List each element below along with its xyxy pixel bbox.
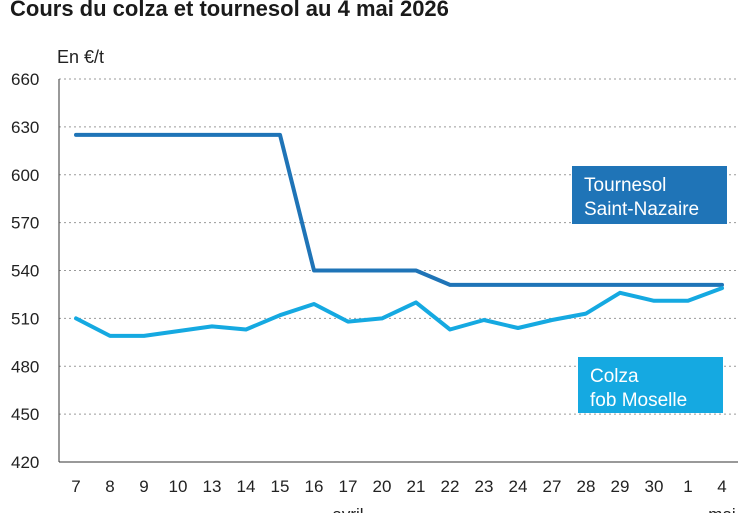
x-tick-label: 7 — [71, 477, 80, 496]
x-tick-label: 24 — [509, 477, 528, 496]
series-label-text: fob Moselle — [590, 390, 687, 411]
y-tick-labels: 420 450 480 510 540 570 600 630 660 — [11, 70, 39, 472]
x-tick-label: 14 — [237, 477, 256, 496]
series-lines — [74, 132, 724, 338]
series-label-box — [572, 166, 727, 224]
x-tick-label: 22 — [441, 477, 460, 496]
series-label-box — [578, 357, 723, 413]
series-line-tournesol — [74, 132, 724, 287]
x-tick-labels: 7 8 9 10 13 14 15 16 17 20 21 22 23 24 27 28 29 30 1 4 — [71, 477, 726, 496]
y-tick-label: 540 — [11, 262, 39, 281]
month-label: avril — [332, 505, 363, 513]
y-tick-label: 570 — [11, 214, 39, 233]
y-tick-label: 630 — [11, 118, 39, 137]
y-tick-label: 480 — [11, 357, 39, 376]
x-tick-label: 27 — [543, 477, 562, 496]
y-tick-label: 600 — [11, 166, 39, 185]
series-label-text: Tournesol — [584, 175, 666, 196]
x-tick-label: 13 — [203, 477, 222, 496]
x-tick-label: 10 — [169, 477, 188, 496]
y-tick-label: 420 — [11, 453, 39, 472]
series-label-text: Colza — [590, 366, 639, 387]
x-tick-label: 29 — [611, 477, 630, 496]
x-tick-label: 20 — [373, 477, 392, 496]
chart-title: Cours du colza et tournesol au 4 mai 202… — [10, 0, 449, 21]
x-tick-label: 15 — [271, 477, 290, 496]
x-tick-label: 16 — [305, 477, 324, 496]
x-tick-label: 1 — [683, 477, 692, 496]
y-axis-unit-label: En €/t — [57, 47, 104, 67]
y-tick-label: 660 — [11, 70, 39, 89]
x-tick-label: 30 — [645, 477, 664, 496]
month-label: mai — [708, 505, 735, 513]
x-tick-label: 17 — [339, 477, 358, 496]
series-line-colza — [74, 286, 724, 338]
y-tick-label: 510 — [11, 309, 39, 328]
x-tick-label: 21 — [407, 477, 426, 496]
y-tick-label: 450 — [11, 405, 39, 424]
series-label-text: Saint-Nazaire — [584, 199, 699, 220]
x-tick-label: 8 — [105, 477, 114, 496]
x-tick-label: 23 — [475, 477, 494, 496]
series-labels: Tournesol Saint-Nazaire Colza fob Moselle — [572, 166, 727, 413]
x-tick-label: 28 — [577, 477, 596, 496]
x-tick-label: 4 — [717, 477, 726, 496]
month-labels: avril mai — [332, 505, 735, 513]
x-tick-label: 9 — [139, 477, 148, 496]
